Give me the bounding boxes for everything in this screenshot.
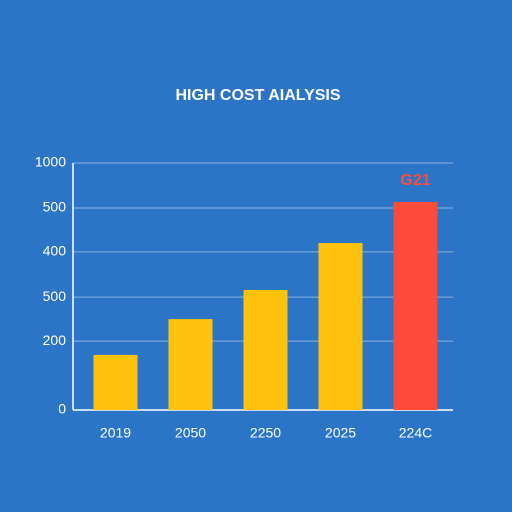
bar: [168, 319, 213, 410]
bar: [393, 202, 438, 410]
x-tick-label: 2025: [325, 425, 356, 441]
bar: [93, 354, 138, 410]
chart-title: HIGH COST AIALYSIS: [175, 87, 340, 104]
x-tick-label: 2050: [175, 425, 206, 441]
value-label: G21: [400, 172, 430, 189]
y-tick-label: 0: [58, 401, 66, 417]
bar: [318, 243, 363, 410]
x-tick-label: 2019: [100, 425, 131, 441]
bar: [243, 289, 288, 410]
y-tick-label: 200: [43, 332, 67, 348]
x-tick-label: 224C: [399, 425, 432, 441]
y-tick-label: 400: [43, 243, 67, 259]
y-tick-label: 1000: [35, 154, 66, 170]
x-tick-label: 2250: [250, 425, 281, 441]
y-tick-label: 500: [43, 199, 67, 215]
y-tick-label: 500: [43, 288, 67, 304]
